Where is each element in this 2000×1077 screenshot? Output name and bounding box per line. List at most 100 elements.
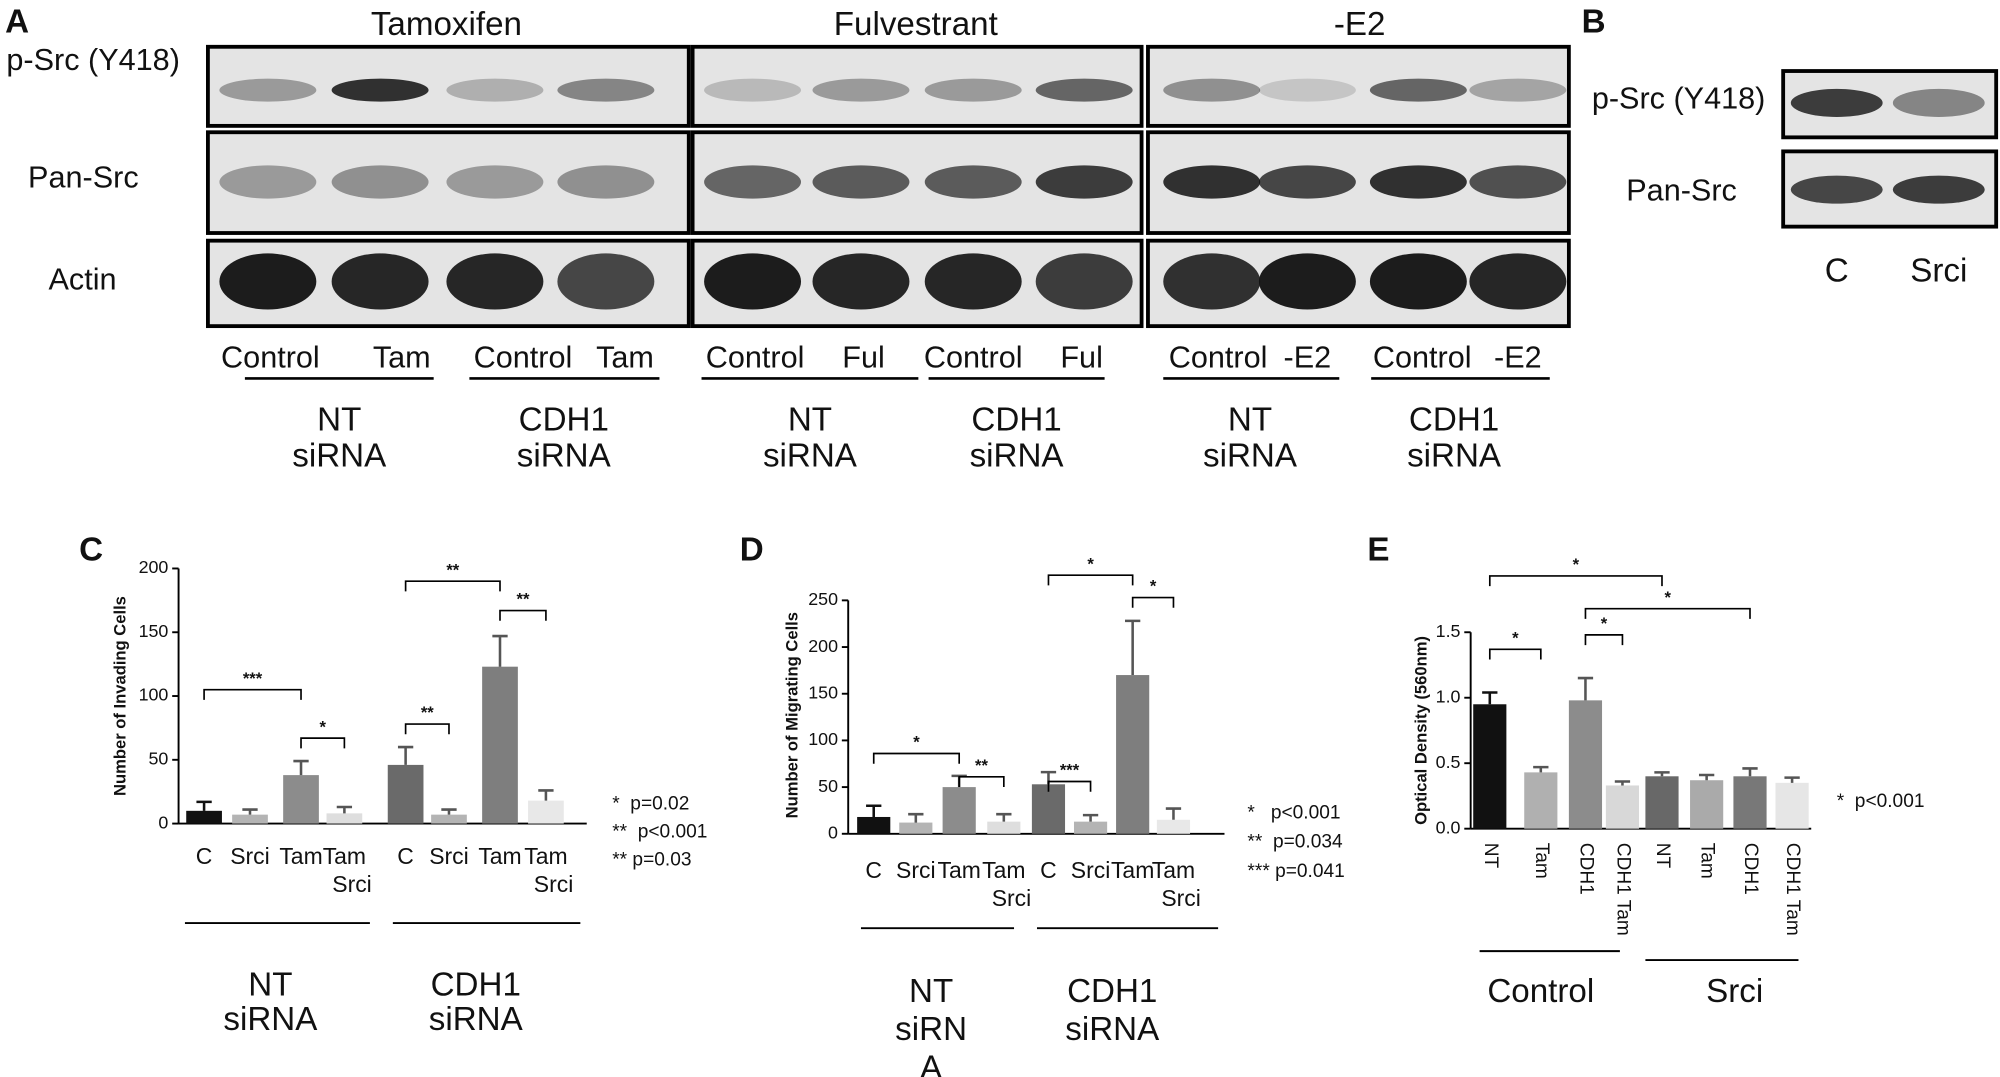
lane-label: Control xyxy=(221,340,320,374)
bar xyxy=(987,821,1021,834)
significance-label: ** xyxy=(517,590,530,609)
significance-label: * xyxy=(319,717,326,736)
x-tick-label: NT xyxy=(1480,843,1501,869)
p-value-note: *** p=0.041 xyxy=(1247,861,1344,882)
x-tick-label: Tam xyxy=(323,843,366,869)
group-label: siRNA xyxy=(429,1001,524,1038)
lane-label: -E2 xyxy=(1494,340,1542,374)
y-tick-label: 200 xyxy=(808,636,838,656)
group-label: siRNA xyxy=(292,437,387,474)
row-label: p-Src (Y418) xyxy=(6,43,180,77)
significance-label: * xyxy=(1512,628,1519,647)
group-label: NT xyxy=(317,402,361,439)
band xyxy=(1163,78,1261,102)
bar xyxy=(326,813,363,824)
band xyxy=(1892,175,1985,204)
error-bar xyxy=(397,745,414,765)
x-tick-label: Srci xyxy=(429,843,469,869)
band xyxy=(1469,253,1567,310)
treatment-title: Fulvestrant xyxy=(834,6,998,43)
x-tick-label: Srci xyxy=(534,871,574,897)
bar xyxy=(1031,784,1066,834)
x-tick-label: C xyxy=(1040,857,1057,883)
bar xyxy=(283,775,319,824)
p-value-note: * p<0.001 xyxy=(1837,791,1925,812)
x-tick-label: CDH1 xyxy=(1740,843,1761,895)
error-bar xyxy=(1125,619,1141,676)
p-value-note: ** p=0.03 xyxy=(612,850,691,871)
bar xyxy=(1690,780,1724,829)
bar xyxy=(942,787,976,834)
error-bar xyxy=(1165,807,1182,820)
significance-bracket xyxy=(203,688,302,700)
y-tick-label: 0 xyxy=(158,812,168,832)
significance-bracket xyxy=(958,775,1005,788)
bar xyxy=(1645,776,1679,829)
lane-label: Control xyxy=(474,340,573,374)
band xyxy=(331,78,429,102)
error-bar xyxy=(441,808,457,815)
y-tick-label: 150 xyxy=(139,621,169,641)
bar xyxy=(232,814,268,824)
lane-label: Control xyxy=(1373,340,1472,374)
x-tick-label: C xyxy=(196,843,213,869)
blot-frame xyxy=(1146,44,1571,128)
significance-label: ** xyxy=(975,756,988,775)
band xyxy=(219,78,317,102)
band xyxy=(331,165,429,199)
group-label: siRNA xyxy=(223,1001,318,1038)
band xyxy=(704,78,802,102)
band xyxy=(924,78,1022,102)
band xyxy=(924,253,1022,310)
error-bar xyxy=(336,805,353,814)
panel-label: E xyxy=(1367,532,1389,569)
p-value-note: * p<0.001 xyxy=(1247,802,1340,823)
group-label: siRNA xyxy=(517,437,612,474)
error-bar xyxy=(538,789,554,801)
y-tick-label: 0.5 xyxy=(1436,752,1461,772)
x-tick-label: Tam xyxy=(1697,843,1718,879)
bar xyxy=(387,764,424,824)
lane-label: C xyxy=(1825,252,1849,289)
significance-label: * xyxy=(1150,577,1157,596)
lane-label: Control xyxy=(706,340,805,374)
band xyxy=(924,165,1022,199)
error-bar xyxy=(293,759,309,776)
band xyxy=(446,78,544,102)
group-label: siRNA xyxy=(1407,437,1502,474)
y-tick-label: 1.0 xyxy=(1436,686,1461,706)
lane-label: Tam xyxy=(596,340,654,374)
band xyxy=(1258,253,1356,310)
band xyxy=(1035,253,1133,310)
x-tick-label: Tam xyxy=(982,857,1025,883)
band xyxy=(1790,88,1883,117)
group-label: CDH1 xyxy=(971,402,1061,439)
band xyxy=(1369,253,1467,310)
band xyxy=(219,165,317,199)
lane-label: Control xyxy=(924,340,1023,374)
significance-bracket xyxy=(1488,575,1663,587)
y-tick-label: 50 xyxy=(149,749,169,769)
blot-frame xyxy=(205,44,691,128)
group-label: siRN xyxy=(895,1011,967,1048)
x-tick-label: Srci xyxy=(896,857,936,883)
error-bar xyxy=(1533,765,1549,773)
x-tick-label: Tam xyxy=(279,843,322,869)
band xyxy=(1469,165,1567,199)
bar xyxy=(431,814,467,824)
lane-label: -E2 xyxy=(1284,340,1332,374)
band xyxy=(557,165,655,199)
y-tick-label: 150 xyxy=(808,682,838,702)
bar xyxy=(186,810,222,824)
x-tick-label: Srci xyxy=(332,871,372,897)
error-bar xyxy=(196,800,212,811)
lane-label: Ful xyxy=(842,340,885,374)
row-label: p-Src (Y418) xyxy=(1592,81,1766,115)
significance-label: *** xyxy=(1060,761,1080,780)
band xyxy=(1035,165,1133,199)
x-tick-label: Tam xyxy=(1111,857,1154,883)
p-value-note: * p=0.02 xyxy=(612,793,689,814)
x-tick-label: Tam xyxy=(524,843,567,869)
x-tick-label: C xyxy=(865,857,882,883)
group-label: CDH1 xyxy=(431,967,521,1004)
